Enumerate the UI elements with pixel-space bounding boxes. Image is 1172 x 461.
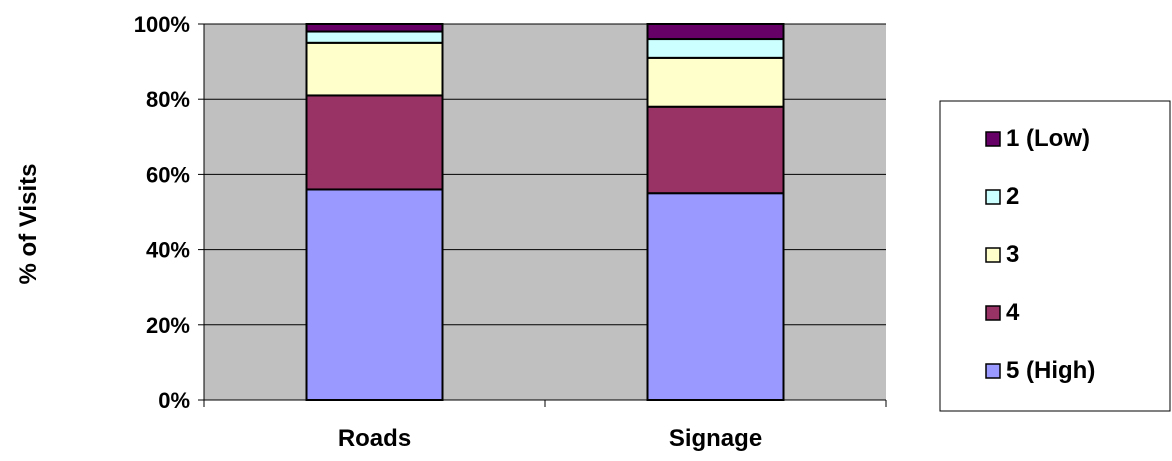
bar-segment bbox=[646, 192, 785, 401]
legend-label: 3 bbox=[1006, 241, 1019, 268]
legend-swatch bbox=[985, 363, 1001, 379]
legend-label: 5 (High) bbox=[1006, 357, 1095, 384]
bar-segment bbox=[305, 94, 444, 191]
legend-swatch bbox=[985, 247, 1001, 263]
x-tick-label: Signage bbox=[669, 425, 762, 452]
y-tick-label: 40% bbox=[146, 238, 190, 263]
legend-swatch bbox=[985, 131, 1001, 147]
legend-label: 1 (Low) bbox=[1006, 125, 1090, 152]
y-tick-label: 60% bbox=[146, 162, 190, 187]
x-tick-label: Roads bbox=[338, 425, 411, 452]
legend-swatch bbox=[985, 189, 1001, 205]
y-tick-label: 80% bbox=[146, 87, 190, 112]
legend-swatch bbox=[985, 305, 1001, 321]
y-tick-label: 20% bbox=[146, 313, 190, 338]
legend-label: 4 bbox=[1006, 299, 1020, 326]
bar-segment bbox=[646, 56, 785, 108]
bar-segment bbox=[646, 105, 785, 195]
legend-box bbox=[939, 100, 1171, 412]
y-tick-label: 100% bbox=[134, 12, 190, 37]
legend-label: 2 bbox=[1006, 183, 1019, 210]
bar-segment bbox=[305, 41, 444, 97]
y-axis-title: % of Visits bbox=[15, 164, 42, 285]
bar-segment bbox=[305, 188, 444, 401]
bar-segment bbox=[646, 38, 785, 59]
bar-segment bbox=[646, 23, 785, 41]
y-tick-label: 0% bbox=[158, 388, 190, 413]
bar-segment bbox=[305, 23, 444, 33]
bar-segment bbox=[305, 30, 444, 44]
